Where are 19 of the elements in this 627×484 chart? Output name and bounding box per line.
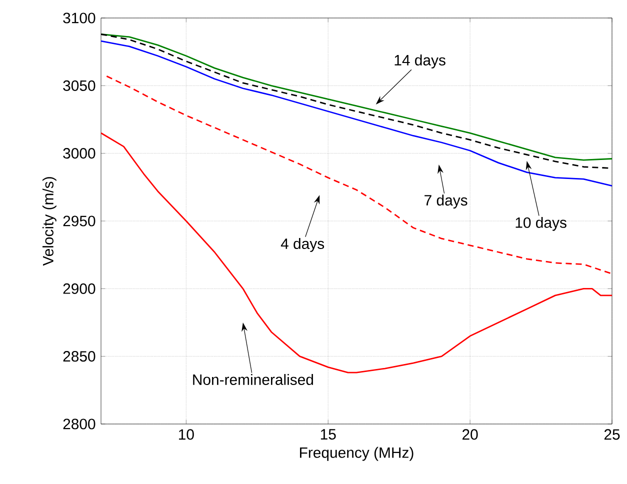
x-tick-label: 25 [604, 429, 620, 440]
x-tick-label: 15 [320, 429, 336, 440]
line-series [101, 132, 612, 374]
x-axis-title: Frequency (MHz) [300, 446, 414, 461]
y-tick-label: 2800 [63, 418, 96, 430]
annotation: Non-remineralised [193, 374, 314, 385]
y-tick-label: 3100 [63, 12, 96, 24]
y-tick-label: 2950 [63, 216, 96, 226]
annotation: 7 days [424, 194, 468, 209]
y-tick-label: 3000 [63, 148, 96, 159]
x-tick-label: 10 [178, 429, 194, 440]
y-axis-title: Velocity (m/s) [42, 177, 56, 266]
annotation: 4 days [280, 238, 324, 252]
x-tick-label: 20 [462, 429, 478, 440]
y-tick-label: 2850 [63, 351, 96, 362]
y-tick-label: 2900 [63, 283, 96, 294]
annotation: 10 days [516, 216, 566, 231]
annotation: 14 days [394, 54, 446, 68]
y-tick-label: 3050 [63, 80, 96, 91]
